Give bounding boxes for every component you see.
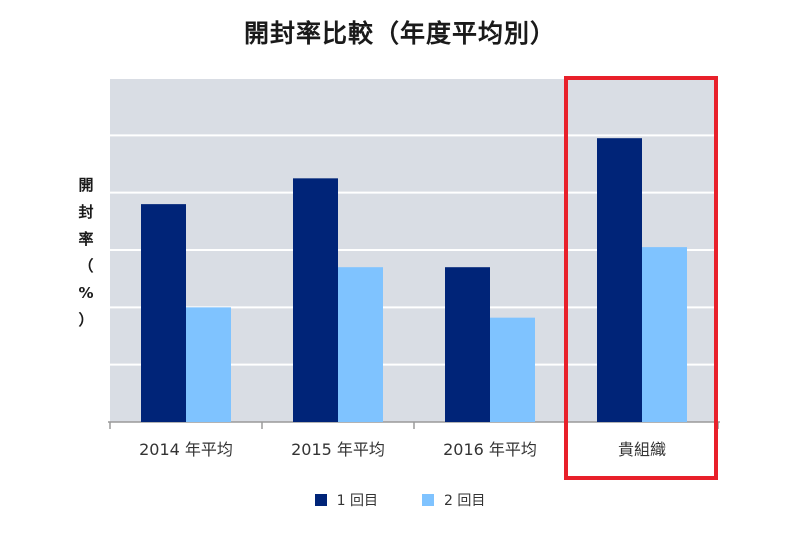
bar-first-0 xyxy=(141,204,186,422)
y-axis-label-char: 開 xyxy=(78,176,94,194)
legend-swatch xyxy=(422,494,434,506)
highlight-box xyxy=(564,76,718,480)
bar-first-3 xyxy=(597,138,642,422)
y-axis-label-char: % xyxy=(78,284,94,302)
y-axis-label: 開封率 （% ） xyxy=(72,172,100,334)
y-axis-label-char: ） xyxy=(78,311,94,329)
bar-second-3 xyxy=(642,247,687,422)
legend-swatch xyxy=(314,494,327,506)
legend-label: 2 回目 xyxy=(444,493,486,509)
legend-item: 2 回目 xyxy=(422,490,485,510)
bar-second-0 xyxy=(186,307,231,422)
y-axis-label-char: 封 xyxy=(78,203,94,221)
chart-legend: 1 回目 2 回目 xyxy=(0,490,800,510)
bar-first-1 xyxy=(293,178,338,422)
bar-second-1 xyxy=(338,267,383,422)
x-tick-label: 2015 年平均 xyxy=(291,440,385,459)
y-axis-label-char: 率 xyxy=(78,230,94,248)
x-tick-label: 貴組織 xyxy=(618,440,666,459)
bar-second-2 xyxy=(490,317,535,422)
x-tick-label: 2016 年平均 xyxy=(443,440,537,459)
bar-first-2 xyxy=(445,267,490,422)
chart-title: 開封率比較（年度平均別） xyxy=(243,19,556,48)
x-tick-label: 2014 年平均 xyxy=(139,440,233,459)
legend-label: 1 回目 xyxy=(336,493,378,509)
y-axis-label-char: （ xyxy=(78,257,94,275)
legend-item: 1 回目 xyxy=(314,490,378,510)
